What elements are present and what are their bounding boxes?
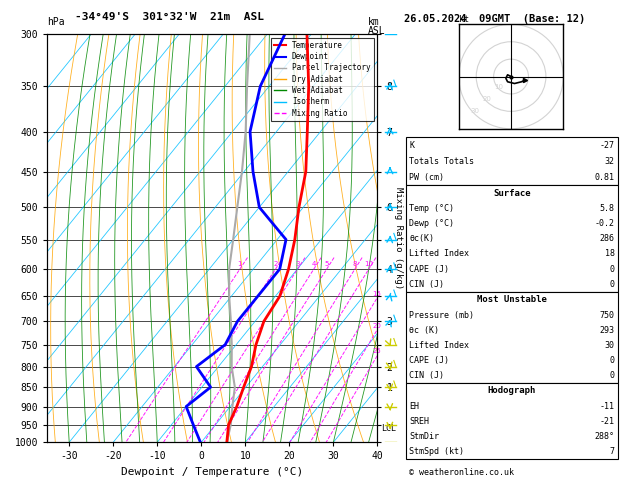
- Text: θc (K): θc (K): [409, 326, 440, 335]
- Text: 10: 10: [364, 261, 373, 267]
- Text: 8: 8: [353, 261, 357, 267]
- Text: Temp (°C): Temp (°C): [409, 204, 455, 213]
- Text: 0: 0: [610, 264, 615, 274]
- Text: 750: 750: [599, 311, 615, 320]
- Text: 293: 293: [599, 326, 615, 335]
- Text: 20: 20: [372, 323, 381, 329]
- Text: -0.2: -0.2: [594, 219, 615, 228]
- Text: 18: 18: [604, 249, 615, 259]
- Text: 5: 5: [325, 261, 329, 267]
- Text: CIN (J): CIN (J): [409, 371, 445, 380]
- Text: 3: 3: [296, 261, 300, 267]
- Text: 288°: 288°: [594, 432, 615, 441]
- Text: Pressure (mb): Pressure (mb): [409, 311, 474, 320]
- Text: ASL: ASL: [368, 26, 386, 36]
- Text: 0: 0: [610, 356, 615, 365]
- Text: 0.81: 0.81: [594, 173, 615, 182]
- Text: Totals Totals: Totals Totals: [409, 156, 474, 166]
- Text: -21: -21: [599, 417, 615, 426]
- Text: 30: 30: [470, 108, 479, 114]
- Text: 286: 286: [599, 234, 615, 243]
- Y-axis label: Mixing Ratio (g/kg): Mixing Ratio (g/kg): [394, 187, 403, 289]
- Text: 0: 0: [610, 279, 615, 289]
- Text: Most Unstable: Most Unstable: [477, 295, 547, 304]
- Text: Lifted Index: Lifted Index: [409, 341, 469, 350]
- Text: LCL: LCL: [381, 424, 396, 433]
- Text: Dewp (°C): Dewp (°C): [409, 219, 455, 228]
- Text: SREH: SREH: [409, 417, 430, 426]
- Text: 30: 30: [604, 341, 615, 350]
- Text: Lifted Index: Lifted Index: [409, 249, 469, 259]
- Text: 7: 7: [610, 447, 615, 456]
- Text: 32: 32: [604, 156, 615, 166]
- Text: -11: -11: [599, 402, 615, 411]
- Text: CAPE (J): CAPE (J): [409, 264, 450, 274]
- Text: CAPE (J): CAPE (J): [409, 356, 450, 365]
- Text: -34°49'S  301°32'W  21m  ASL: -34°49'S 301°32'W 21m ASL: [75, 12, 264, 22]
- Legend: Temperature, Dewpoint, Parcel Trajectory, Dry Adiabat, Wet Adiabat, Isotherm, Mi: Temperature, Dewpoint, Parcel Trajectory…: [271, 38, 374, 121]
- Text: 10: 10: [494, 84, 503, 90]
- Text: 2: 2: [274, 261, 278, 267]
- Text: 20: 20: [482, 96, 491, 102]
- Text: θc(K): θc(K): [409, 234, 435, 243]
- Text: -27: -27: [599, 140, 615, 150]
- Text: Hodograph: Hodograph: [488, 386, 536, 396]
- Text: 4: 4: [311, 261, 316, 267]
- Text: 5.8: 5.8: [599, 204, 615, 213]
- Text: © weatheronline.co.uk: © weatheronline.co.uk: [409, 468, 514, 477]
- Text: 25: 25: [373, 348, 382, 354]
- Text: CIN (J): CIN (J): [409, 279, 445, 289]
- Text: kt: kt: [459, 15, 469, 24]
- Text: PW (cm): PW (cm): [409, 173, 445, 182]
- Text: EH: EH: [409, 402, 420, 411]
- Text: 26.05.2024  09GMT  (Base: 12): 26.05.2024 09GMT (Base: 12): [404, 14, 586, 24]
- Text: 15: 15: [372, 291, 381, 297]
- Text: StmDir: StmDir: [409, 432, 440, 441]
- Text: K: K: [409, 140, 415, 150]
- X-axis label: Dewpoint / Temperature (°C): Dewpoint / Temperature (°C): [121, 467, 303, 477]
- Text: Surface: Surface: [493, 189, 531, 198]
- Text: 1: 1: [238, 261, 242, 267]
- Text: StmSpd (kt): StmSpd (kt): [409, 447, 464, 456]
- Text: km: km: [368, 17, 380, 27]
- Text: 0: 0: [610, 371, 615, 380]
- Text: hPa: hPa: [47, 17, 65, 27]
